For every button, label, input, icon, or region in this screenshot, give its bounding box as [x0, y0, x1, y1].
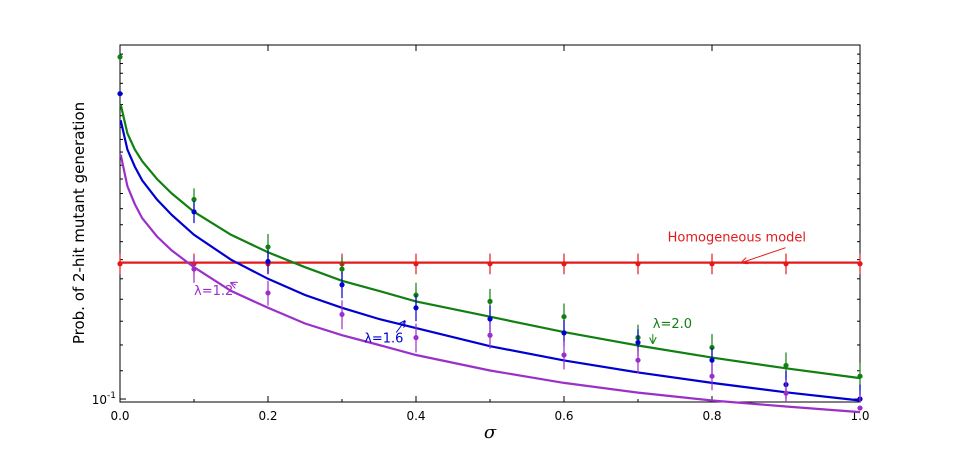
data-point [561, 352, 567, 358]
data-point [709, 261, 715, 267]
y-tick-label-base: 10 [92, 393, 107, 407]
data-point [339, 311, 345, 318]
data-point [117, 91, 123, 97]
data-point [635, 357, 641, 363]
data-point [191, 266, 197, 272]
data-point [783, 362, 789, 369]
data-point [561, 314, 567, 320]
data-point [709, 357, 715, 363]
annotation-label: λ=2.0 [653, 317, 692, 332]
data-point [339, 266, 345, 272]
x-tick-label: 0.2 [258, 409, 277, 423]
data-point [413, 261, 419, 267]
data-point [265, 258, 271, 265]
data-point [191, 196, 197, 203]
data-point [783, 261, 789, 267]
data-point [487, 298, 493, 304]
series-3 [119, 154, 863, 414]
annotation-label: λ=1.6 [364, 331, 403, 346]
series-layer [117, 54, 863, 414]
data-point [561, 261, 567, 267]
data-point [117, 261, 123, 267]
x-tick-label: 0.4 [406, 409, 425, 423]
data-point [413, 335, 419, 341]
data-point [117, 54, 123, 60]
data-point [265, 244, 271, 250]
data-point [191, 209, 197, 215]
data-point [487, 316, 493, 322]
y-axis-ticks: 10-1 [92, 53, 860, 407]
data-point [487, 332, 493, 338]
data-point [783, 390, 789, 396]
x-tick-label: 0.0 [110, 409, 129, 423]
series-curve [119, 154, 861, 414]
annotation-arrow [395, 321, 405, 333]
data-point [265, 290, 271, 296]
annotations: Homogeneous model λ=2.0 λ=1.6 λ=1.2 [194, 231, 806, 347]
data-point [413, 305, 419, 311]
x-tick-label: 0.8 [702, 409, 721, 423]
annotation-label: λ=1.2 [194, 284, 233, 299]
annotation-arrow [231, 283, 236, 285]
data-point [709, 373, 715, 379]
data-point [635, 261, 641, 267]
annotation-arrow [742, 247, 786, 263]
y-tick-label-exponent: -1 [107, 391, 116, 401]
annotation-label: Homogeneous model [668, 231, 806, 246]
y-tick-label: 10-1 [92, 391, 116, 407]
data-point [339, 282, 345, 288]
data-point [635, 339, 641, 346]
data-point [561, 330, 567, 336]
data-point [857, 405, 863, 411]
x-tick-label: 0.6 [554, 409, 573, 423]
data-point [857, 373, 863, 379]
y-axis-label: Prob. of 2-hit mutant generation [70, 102, 88, 344]
x-axis-label: σ [484, 422, 497, 443]
data-point [857, 261, 863, 267]
data-point [487, 261, 493, 267]
